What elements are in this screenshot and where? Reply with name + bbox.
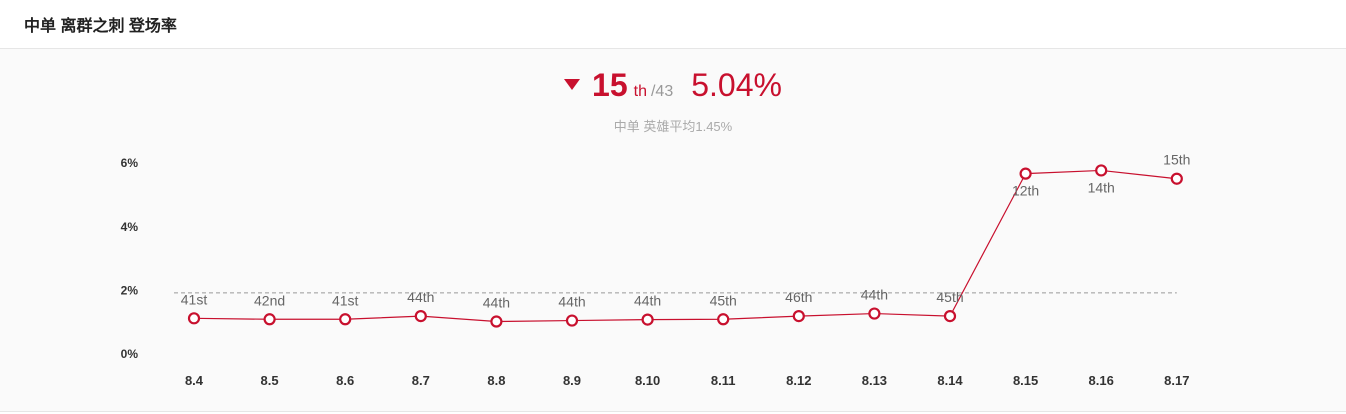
x-tick-label: 8.10 (635, 373, 660, 388)
triangle-down-icon (564, 79, 581, 90)
y-tick-label: 6% (121, 156, 139, 170)
x-tick-label: 8.14 (937, 373, 963, 388)
x-tick-label: 8.7 (412, 373, 430, 388)
rank-label: 44th (407, 289, 434, 305)
series-polyline (193, 169, 1177, 323)
data-point (943, 310, 957, 323)
rank-label: 44th (483, 295, 510, 311)
rank-label: 41st (181, 291, 208, 307)
rank-label: 44th (634, 293, 661, 309)
y-tick-label: 2% (121, 283, 139, 297)
data-point (187, 312, 201, 325)
rank-label: 41st (332, 292, 359, 308)
pick-rate: 5.04% (691, 67, 782, 103)
rank-label: 15th (1163, 152, 1190, 168)
data-point (641, 313, 654, 326)
header: 中单 离群之刺 登场率 (0, 0, 1346, 49)
series-line (193, 169, 1177, 323)
data-point (792, 310, 805, 323)
x-tick-label: 8.4 (185, 373, 204, 388)
rank-total: /43 (650, 83, 674, 100)
data-point (339, 313, 352, 326)
data-point (1170, 172, 1183, 185)
rank-label: 45th (936, 289, 963, 305)
data-point (717, 313, 730, 326)
data-point (868, 307, 881, 320)
rank-label: 45th (710, 292, 737, 308)
x-tick-label: 8.15 (1013, 373, 1038, 388)
rank-label: 42nd (254, 292, 285, 308)
x-tick-label: 8.6 (336, 373, 354, 388)
data-point (414, 310, 427, 323)
x-tick-label: 8.12 (786, 373, 811, 388)
y-tick-label: 0% (121, 347, 139, 361)
data-point (263, 313, 276, 326)
data-point (1095, 164, 1108, 177)
rank-label: 44th (558, 294, 585, 310)
x-tick-label: 8.9 (563, 373, 581, 388)
y-axis-ticks: 0% 2% 4% 6% (121, 156, 139, 361)
rank-label: 46th (785, 289, 812, 305)
average-text: 中单 英雄平均1.45% (613, 119, 733, 134)
x-axis-ticks: 8.4 8.5 8.6 8.7 8.8 8.9 8.10 8.11 8.12 8.13 8.14 8.… (185, 373, 1189, 388)
pick-rate-chart: 0%2%4%6% 8.4 8.5 8.6 8.7 8.8 8.9 8.10 8.11 8.12 8… (121, 152, 1191, 388)
rank-label: 12th (1012, 183, 1039, 199)
rank-label: 14th (1088, 179, 1115, 195)
data-point (1019, 167, 1032, 180)
data-point (565, 314, 579, 327)
rank-label: 44th (861, 287, 888, 303)
page-title: 中单 离群之刺 登场率 (24, 18, 177, 35)
y-tick-label: 4% (121, 220, 139, 234)
series-points (187, 164, 1183, 328)
data-point (490, 315, 503, 328)
rank-suffix: th (633, 83, 647, 100)
x-tick-label: 8.11 (711, 373, 736, 388)
x-tick-label: 8.13 (862, 373, 887, 388)
x-tick-label: 8.17 (1164, 373, 1189, 388)
rank-number: 15 (592, 67, 628, 103)
summary: 15 th /43 5.04% (0, 67, 1346, 104)
x-tick-label: 8.16 (1089, 373, 1114, 388)
chart-panel: 0% 2% 4% 6% 8.4 8.5 8.6 8.7 8.8 8.9 8.10 8.11 8.12 8… (0, 49, 1346, 412)
x-tick-label: 8.8 (487, 373, 505, 388)
rank-labels: 41st 42nd 41st 44th 44th 44th 44th 45th 46th 44th… (181, 152, 1191, 311)
x-tick-label: 8.5 (261, 373, 279, 388)
